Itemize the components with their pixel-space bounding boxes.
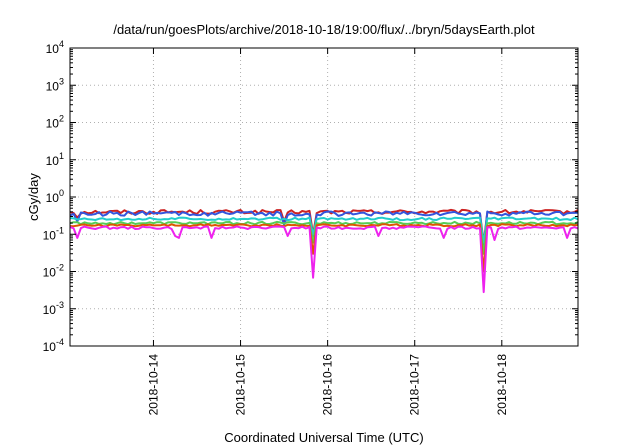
series-line-5: [69, 225, 579, 294]
grid: [70, 48, 578, 346]
x-tick-label: 2018-10-14: [146, 354, 160, 416]
y-tick-label: 10-2: [43, 263, 64, 280]
y-tick-label: 100: [46, 188, 64, 205]
y-tick-labels: 10-4 10-3 10-2 10-1 100 101 102 103 104: [43, 39, 64, 354]
series-line-1: [69, 210, 579, 251]
series-line-2: [69, 216, 579, 244]
y-tick-label: 103: [46, 76, 64, 93]
series-layer: [69, 208, 579, 294]
y-axis-label: cGy/day: [26, 173, 41, 221]
x-axis-label: Coordinated Universal Time (UTC): [224, 430, 423, 445]
series-line-3: [69, 220, 579, 255]
x-tick-labels: 2018-10-14 2018-10-15 2018-10-16 2018-10-17…: [146, 354, 508, 416]
y-tick-label: 102: [46, 114, 64, 131]
x-tick-label: 2018-10-17: [408, 354, 422, 416]
series-line-4: [69, 223, 579, 273]
y-tick-label: 10-4: [43, 337, 64, 354]
y-tick-label: 10-1: [43, 225, 64, 242]
x-tick-label: 2018-10-16: [321, 354, 335, 416]
ticks: [70, 47, 578, 347]
y-tick-label: 10-3: [43, 300, 64, 317]
y-tick-label: 101: [46, 151, 64, 168]
chart-title: /data/run/goesPlots/archive/2018-10-18/1…: [113, 22, 535, 37]
x-tick-label: 2018-10-18: [495, 354, 509, 416]
y-tick-label: 104: [46, 39, 64, 56]
x-tick-label: 2018-10-15: [234, 354, 248, 416]
